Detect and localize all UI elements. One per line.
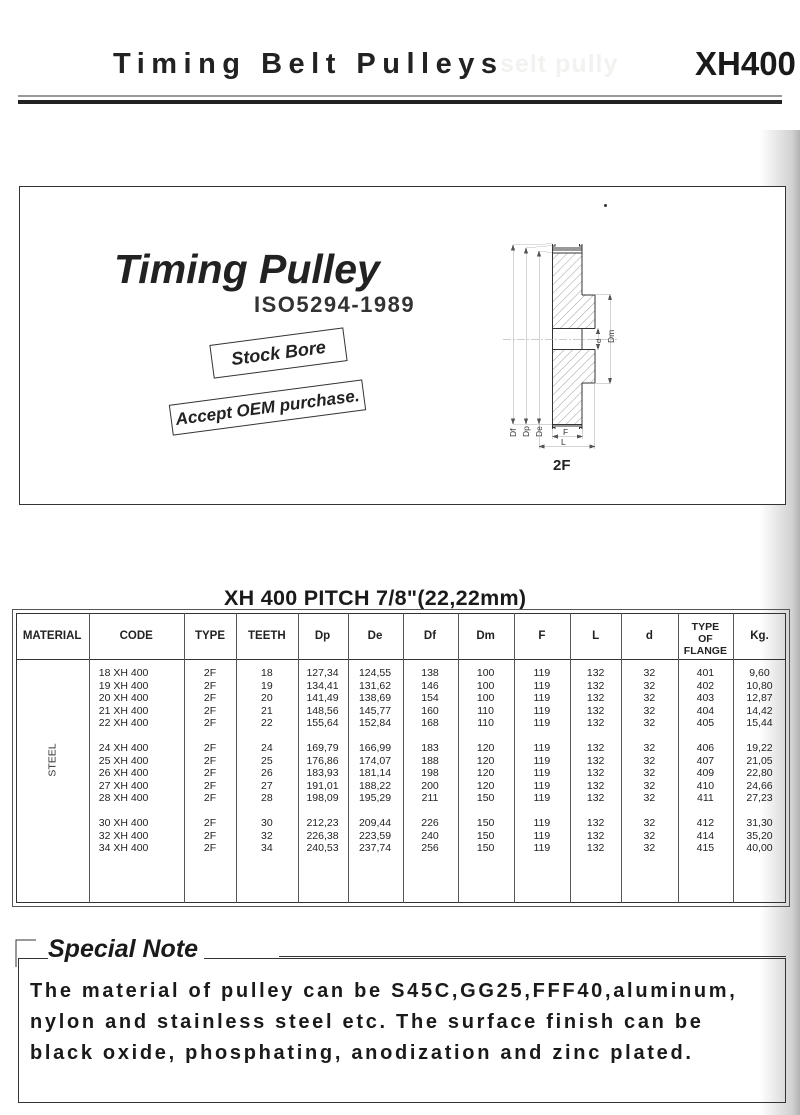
svg-text:Dm: Dm: [606, 330, 616, 343]
svg-text:Dp: Dp: [521, 426, 531, 437]
svg-text:Df: Df: [508, 428, 518, 437]
svg-text:L: L: [561, 437, 566, 447]
svg-text:F: F: [563, 427, 568, 437]
svg-text:2F: 2F: [553, 457, 571, 474]
svg-text:d: d: [594, 339, 603, 343]
